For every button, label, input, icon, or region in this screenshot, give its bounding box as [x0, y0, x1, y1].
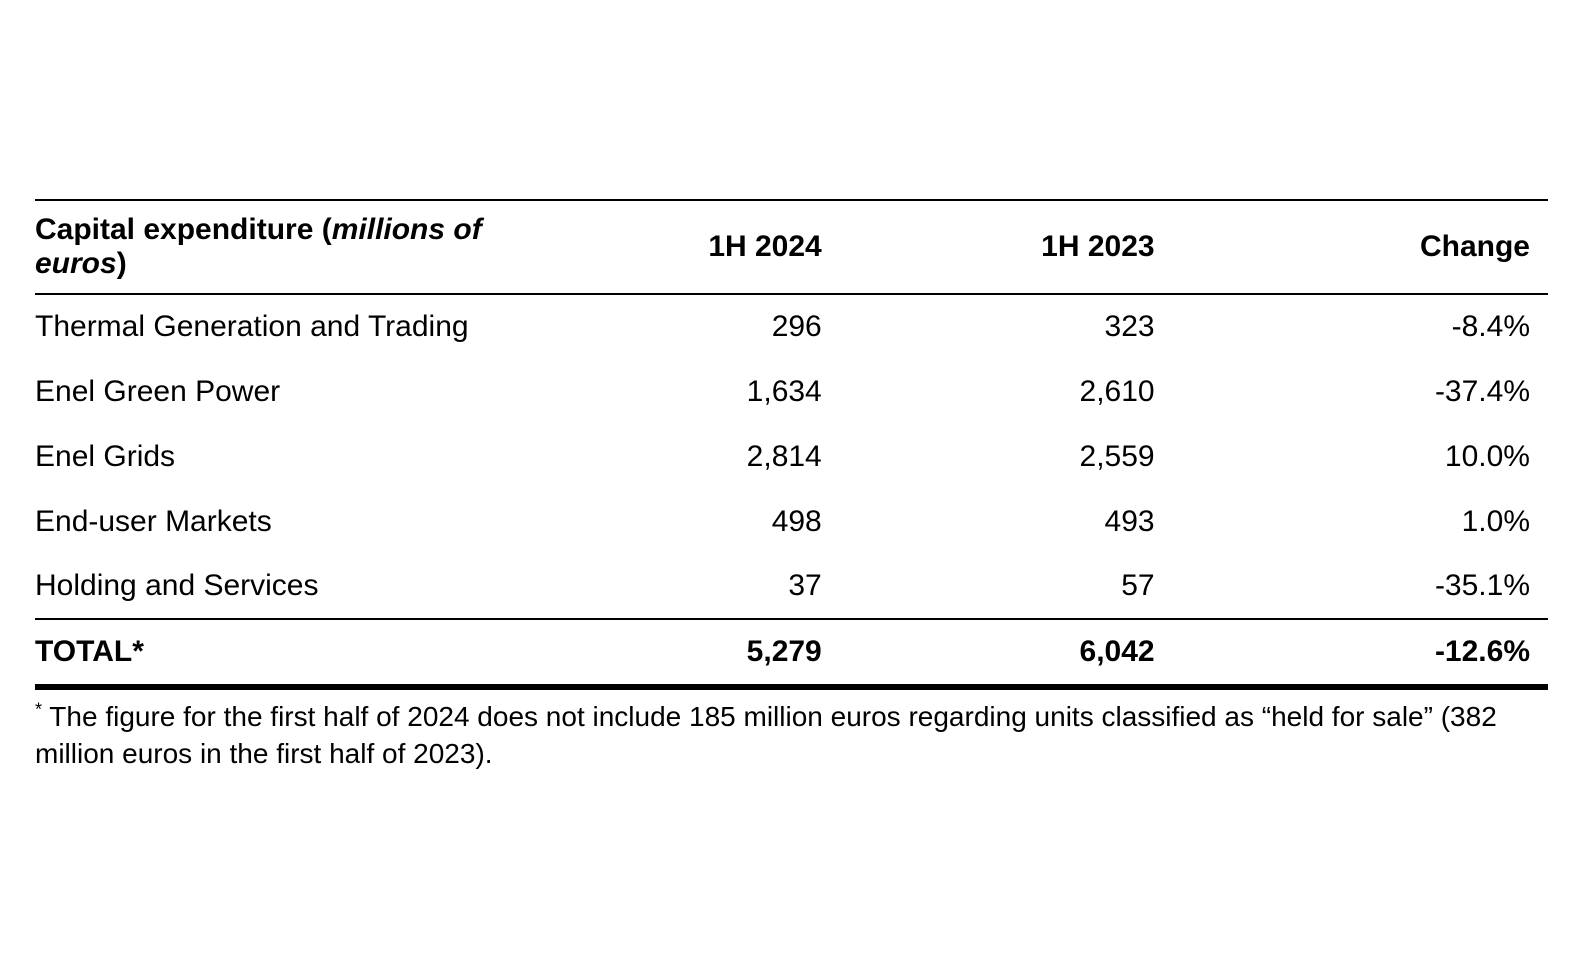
table-row: End-user Markets 498 493 1.0% — [35, 489, 1548, 554]
row-value-change: -8.4% — [1451, 310, 1530, 343]
row-label: End-user Markets — [35, 504, 272, 538]
row-value-1h-2023: 2,610 — [1079, 374, 1155, 408]
row-label: Thermal Generation and Trading — [35, 310, 469, 343]
table-title-suffix: ) — [116, 247, 127, 280]
capex-table-section: Capital expenditure (millions of euros) … — [35, 199, 1548, 772]
footnote-text: The figure for the first half of 2024 do… — [35, 701, 1497, 769]
row-value-1h-2024: 1,634 — [746, 374, 822, 408]
table-title-italic: millions of euros — [35, 213, 482, 280]
table-row: Enel Green Power 1,634 2,610 -37.4% — [35, 359, 1548, 424]
footnote-asterisk: * — [35, 699, 43, 720]
row-label: Enel Grids — [35, 439, 176, 473]
row-value-1h-2024: 296 — [771, 310, 822, 343]
row-value-1h-2023: 493 — [1104, 504, 1155, 538]
table-title: Capital expenditure (millions of euros) — [35, 199, 580, 295]
table-total-row: TOTAL* 5,279 6,042 -12.6% — [35, 618, 1548, 690]
table-row: Thermal Generation and Trading 296 323 -… — [35, 294, 1548, 359]
capex-table: Capital expenditure (millions of euros) … — [35, 199, 1548, 690]
table-row: Enel Grids 2,814 2,559 10.0% — [35, 424, 1548, 489]
total-label: TOTAL* — [35, 618, 580, 690]
row-value-change: 1.0% — [1461, 504, 1530, 538]
row-value-1h-2024: 37 — [788, 569, 822, 602]
table-row: Holding and Services 37 57 -35.1% — [35, 554, 1548, 619]
table-header-row: Capital expenditure (millions of euros) … — [35, 199, 1548, 295]
table-title-prefix: Capital expenditure ( — [35, 213, 332, 246]
column-header-1h-2024: 1H 2024 — [579, 199, 822, 295]
row-value-1h-2023: 2,559 — [1079, 439, 1155, 473]
total-value-change: -12.6% — [1154, 618, 1548, 690]
row-value-1h-2024: 2,814 — [746, 439, 822, 473]
total-value-1h-2024: 5,279 — [579, 618, 822, 690]
footnote: * The figure for the first half of 2024 … — [35, 698, 1548, 772]
row-label: Enel Green Power — [35, 374, 281, 408]
row-value-change: -35.1% — [1434, 569, 1530, 602]
column-header-1h-2023: 1H 2023 — [821, 199, 1155, 295]
column-header-change: Change — [1154, 199, 1548, 295]
row-value-change: 10.0% — [1444, 439, 1530, 473]
row-value-1h-2023: 57 — [1121, 569, 1155, 602]
row-value-change: -37.4% — [1434, 374, 1530, 408]
total-value-1h-2023: 6,042 — [821, 618, 1155, 690]
row-value-1h-2024: 498 — [771, 504, 822, 538]
row-label: Holding and Services — [35, 569, 319, 602]
row-value-1h-2023: 323 — [1104, 310, 1155, 343]
